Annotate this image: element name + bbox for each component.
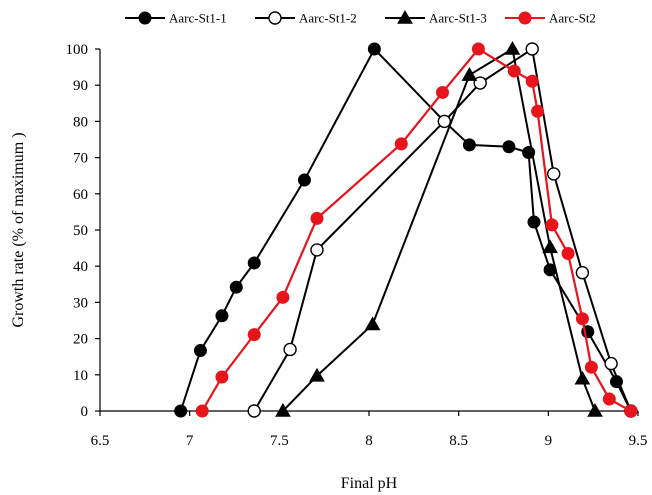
legend-item-aarc-st2: Aarc-St2 (505, 11, 596, 26)
series-aarc-st1-1 (175, 43, 637, 417)
data-point-aarc-st2 (576, 313, 588, 325)
series-layer (175, 42, 637, 417)
data-point-aarc-st2 (196, 405, 208, 417)
data-point-aarc-st2 (472, 43, 484, 55)
data-point-aarc-st1-3 (588, 404, 602, 416)
data-point-aarc-st1-2 (284, 343, 296, 355)
legend-label: Aarc-St1-1 (169, 11, 227, 26)
x-tick-label: 6.5 (91, 433, 110, 449)
y-tick-label: 100 (66, 42, 89, 58)
series-line-aarc-st2 (202, 49, 631, 411)
legend-label: Aarc-St2 (549, 11, 596, 26)
y-tick-label: 0 (81, 404, 89, 420)
x-tick-label: 7.5 (270, 433, 289, 449)
legend: Aarc-St1-1 Aarc-St1-2 Aarc-St1-3 Aarc-St2 (125, 11, 596, 26)
y-tick-label: 80 (73, 114, 88, 130)
x-ticks: 6.5 7 7.5 8 8.5 9 9.5 (91, 411, 648, 449)
data-point-aarc-st1-1 (248, 257, 260, 269)
series-line-aarc-st1-1 (181, 49, 631, 411)
data-point-aarc-st2 (508, 65, 520, 77)
data-point-aarc-st1-1 (230, 281, 242, 293)
data-point-aarc-st1-2 (548, 168, 560, 180)
legend-label: Aarc-St1-3 (429, 11, 487, 26)
data-point-aarc-st1-1 (503, 141, 515, 153)
x-tick-label: 9 (545, 433, 553, 449)
data-point-aarc-st2 (248, 329, 260, 341)
data-point-aarc-st2 (603, 393, 615, 405)
legend-marker (519, 12, 531, 24)
data-point-aarc-st2 (625, 405, 637, 417)
data-point-aarc-st1-3 (575, 372, 589, 384)
data-point-aarc-st1-1 (175, 405, 187, 417)
data-point-aarc-st1-3 (366, 317, 380, 329)
x-tick-label: 8 (365, 433, 373, 449)
legend-marker (139, 12, 151, 24)
x-axis-title: Final pH (341, 475, 398, 492)
y-tick-label: 90 (73, 78, 88, 94)
x-tick-label: 9.5 (629, 433, 648, 449)
legend-item-aarc-st1-2: Aarc-St1-2 (255, 11, 357, 26)
data-point-aarc-st1-1 (368, 43, 380, 55)
y-ticks: 0 10 20 30 40 50 60 70 80 90 100 (66, 42, 101, 420)
y-tick-label: 30 (73, 295, 88, 311)
data-point-aarc-st1-1 (528, 216, 540, 228)
data-point-aarc-st2 (562, 248, 574, 260)
data-point-aarc-st1-3 (543, 240, 557, 252)
series-line-aarc-st1-2 (254, 49, 631, 411)
data-point-aarc-st1-3 (462, 68, 476, 80)
data-point-aarc-st1-2 (576, 267, 588, 279)
data-point-aarc-st2 (585, 361, 597, 373)
y-tick-label: 10 (73, 368, 88, 384)
data-point-aarc-st1-2 (311, 244, 323, 256)
data-point-aarc-st1-2 (605, 358, 617, 370)
data-point-aarc-st1-2 (526, 43, 538, 55)
data-point-aarc-st1-1 (298, 174, 310, 186)
axes: 0 10 20 30 40 50 60 70 80 90 100 6.5 7 7.5 8 8.5 9 9.5 (66, 42, 648, 449)
data-point-aarc-st1-1 (194, 345, 206, 357)
y-axis-title: Growth rate (% of maximum ) (10, 132, 27, 327)
data-point-aarc-st1-1 (216, 310, 228, 322)
data-point-aarc-st2 (532, 105, 544, 117)
data-point-aarc-st2 (546, 219, 558, 231)
data-point-aarc-st2 (216, 371, 228, 383)
x-tick-label: 8.5 (449, 433, 468, 449)
y-tick-label: 20 (73, 332, 88, 348)
data-point-aarc-st2 (526, 75, 538, 87)
data-point-aarc-st2 (437, 86, 449, 98)
y-tick-label: 70 (73, 151, 88, 167)
y-tick-label: 50 (73, 223, 88, 239)
data-point-aarc-st1-3 (505, 42, 519, 54)
y-tick-label: 60 (73, 187, 88, 203)
data-point-aarc-st1-2 (248, 405, 260, 417)
data-point-aarc-st2 (311, 212, 323, 224)
data-point-aarc-st2 (277, 291, 289, 303)
x-tick-label: 7 (186, 433, 194, 449)
y-tick-label: 40 (73, 259, 88, 275)
legend-item-aarc-st1-1: Aarc-St1-1 (125, 11, 227, 26)
legend-label: Aarc-St1-2 (299, 11, 357, 26)
data-point-aarc-st1-1 (463, 139, 475, 151)
legend-marker (269, 12, 281, 24)
data-point-aarc-st2 (395, 138, 407, 150)
data-point-aarc-st1-2 (438, 115, 450, 127)
legend-item-aarc-st1-3: Aarc-St1-3 (385, 11, 487, 26)
